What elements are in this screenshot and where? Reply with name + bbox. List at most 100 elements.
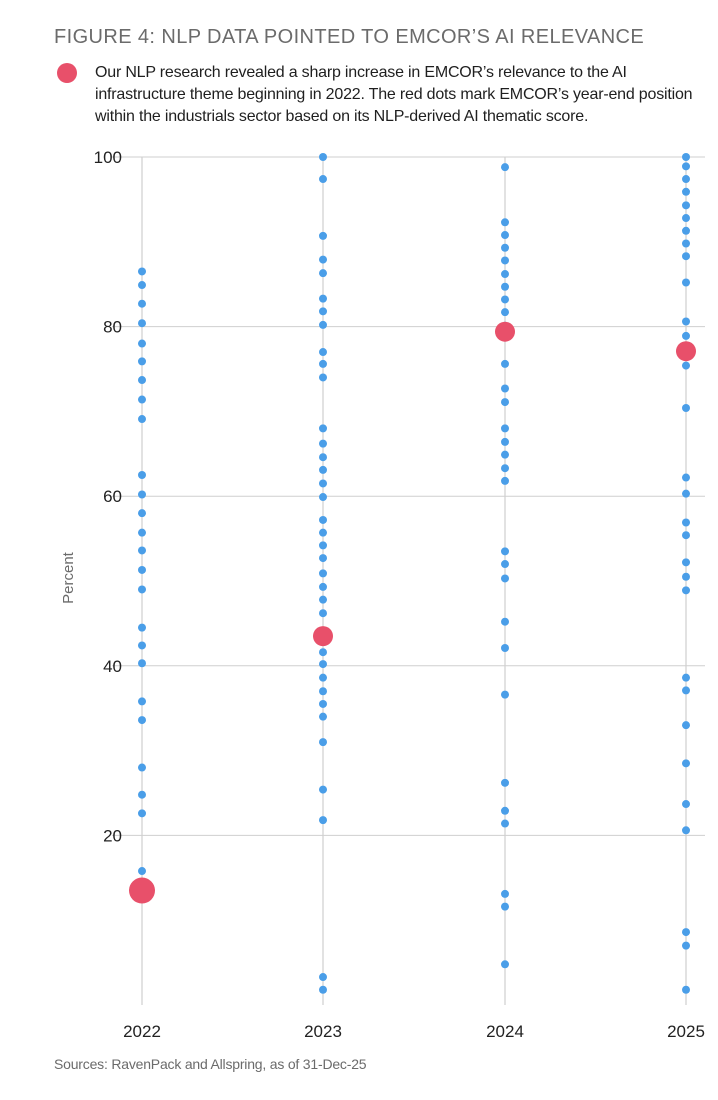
peer-point	[501, 270, 509, 279]
peer-point	[501, 778, 509, 787]
peer-points	[138, 153, 690, 994]
peer-point	[682, 558, 690, 567]
y-tick-label: 80	[103, 318, 122, 337]
peer-point	[682, 252, 690, 261]
peer-point	[138, 565, 146, 574]
peer-point	[319, 320, 327, 329]
peer-point	[138, 809, 146, 818]
peer-point	[138, 697, 146, 706]
peer-point	[682, 826, 690, 835]
peer-point	[682, 759, 690, 768]
emcor-point-2025	[676, 341, 696, 362]
peer-point	[501, 476, 509, 485]
peer-point	[501, 282, 509, 291]
peer-point	[319, 609, 327, 618]
peer-point	[682, 278, 690, 287]
peer-point	[319, 785, 327, 794]
peer-point	[319, 712, 327, 721]
peer-point	[138, 790, 146, 799]
peer-point	[138, 763, 146, 772]
peer-point	[501, 617, 509, 626]
peer-point	[319, 255, 327, 264]
peer-point	[682, 175, 690, 184]
axis-layer: 20 40 60 80 100 2022 2023 2024 2025	[94, 148, 705, 1041]
peer-point	[501, 450, 509, 459]
peer-point	[501, 256, 509, 265]
peer-point	[682, 985, 690, 994]
legend-description: Our NLP research revealed a sharp increa…	[95, 64, 693, 125]
emcor-point-2023	[313, 626, 333, 647]
peer-point	[682, 572, 690, 581]
peer-point	[138, 546, 146, 555]
peer-point	[682, 941, 690, 950]
peer-point	[138, 339, 146, 348]
peer-point	[138, 281, 146, 290]
peer-point	[138, 716, 146, 725]
peer-point	[501, 295, 509, 304]
peer-point	[501, 560, 509, 569]
peer-point	[501, 384, 509, 393]
peer-point	[501, 243, 509, 252]
peer-point	[501, 218, 509, 227]
peer-point	[682, 187, 690, 196]
peer-point	[319, 453, 327, 462]
y-tick-label: 40	[103, 657, 122, 676]
peer-point	[319, 648, 327, 657]
peer-point	[138, 509, 146, 518]
peer-point	[682, 673, 690, 682]
peer-point	[138, 641, 146, 650]
y-tick-label: 20	[103, 826, 122, 845]
peer-point	[682, 214, 690, 223]
peer-point	[319, 687, 327, 696]
peer-point	[682, 162, 690, 171]
peer-point	[319, 373, 327, 382]
peer-point	[682, 404, 690, 413]
peer-point	[138, 528, 146, 537]
peer-point	[319, 528, 327, 537]
peer-point	[319, 479, 327, 488]
x-tick-label: 2023	[304, 1022, 342, 1041]
peer-point	[682, 721, 690, 730]
peer-point	[682, 239, 690, 248]
peer-point	[138, 376, 146, 385]
legend-marker	[57, 63, 77, 83]
peer-point	[682, 153, 690, 161]
grid-layer	[112, 156, 705, 1005]
peer-point	[138, 585, 146, 594]
peer-point	[319, 348, 327, 357]
y-tick-label: 100	[94, 148, 122, 167]
peer-point	[319, 541, 327, 550]
peer-point	[501, 960, 509, 969]
peer-point	[319, 424, 327, 433]
emcor-point-2024	[495, 321, 515, 342]
peer-point	[319, 515, 327, 524]
peer-point	[682, 800, 690, 809]
peer-point	[682, 518, 690, 527]
peer-point	[319, 595, 327, 604]
peer-point	[138, 623, 146, 632]
peer-point	[138, 357, 146, 366]
peer-point	[138, 490, 146, 499]
peer-point	[319, 269, 327, 278]
peer-point	[138, 395, 146, 404]
x-tick-label: 2025	[667, 1022, 705, 1041]
peer-point	[138, 471, 146, 479]
peer-point	[501, 437, 509, 446]
x-tick-label: 2024	[486, 1022, 524, 1041]
peer-point	[319, 359, 327, 368]
source-note: Sources: RavenPack and Allspring, as of …	[54, 1056, 367, 1072]
peer-point	[319, 673, 327, 682]
peer-point	[138, 319, 146, 328]
peer-point	[319, 465, 327, 474]
peer-point	[501, 464, 509, 473]
y-tick-label: 60	[103, 487, 122, 506]
peer-point	[319, 175, 327, 184]
peer-point	[682, 686, 690, 695]
peer-point	[138, 659, 146, 668]
peer-point	[319, 985, 327, 994]
x-tick-label: 2022	[123, 1022, 161, 1041]
peer-point	[138, 415, 146, 424]
peer-point	[682, 331, 690, 340]
peer-point	[682, 473, 690, 482]
peer-point	[319, 493, 327, 502]
